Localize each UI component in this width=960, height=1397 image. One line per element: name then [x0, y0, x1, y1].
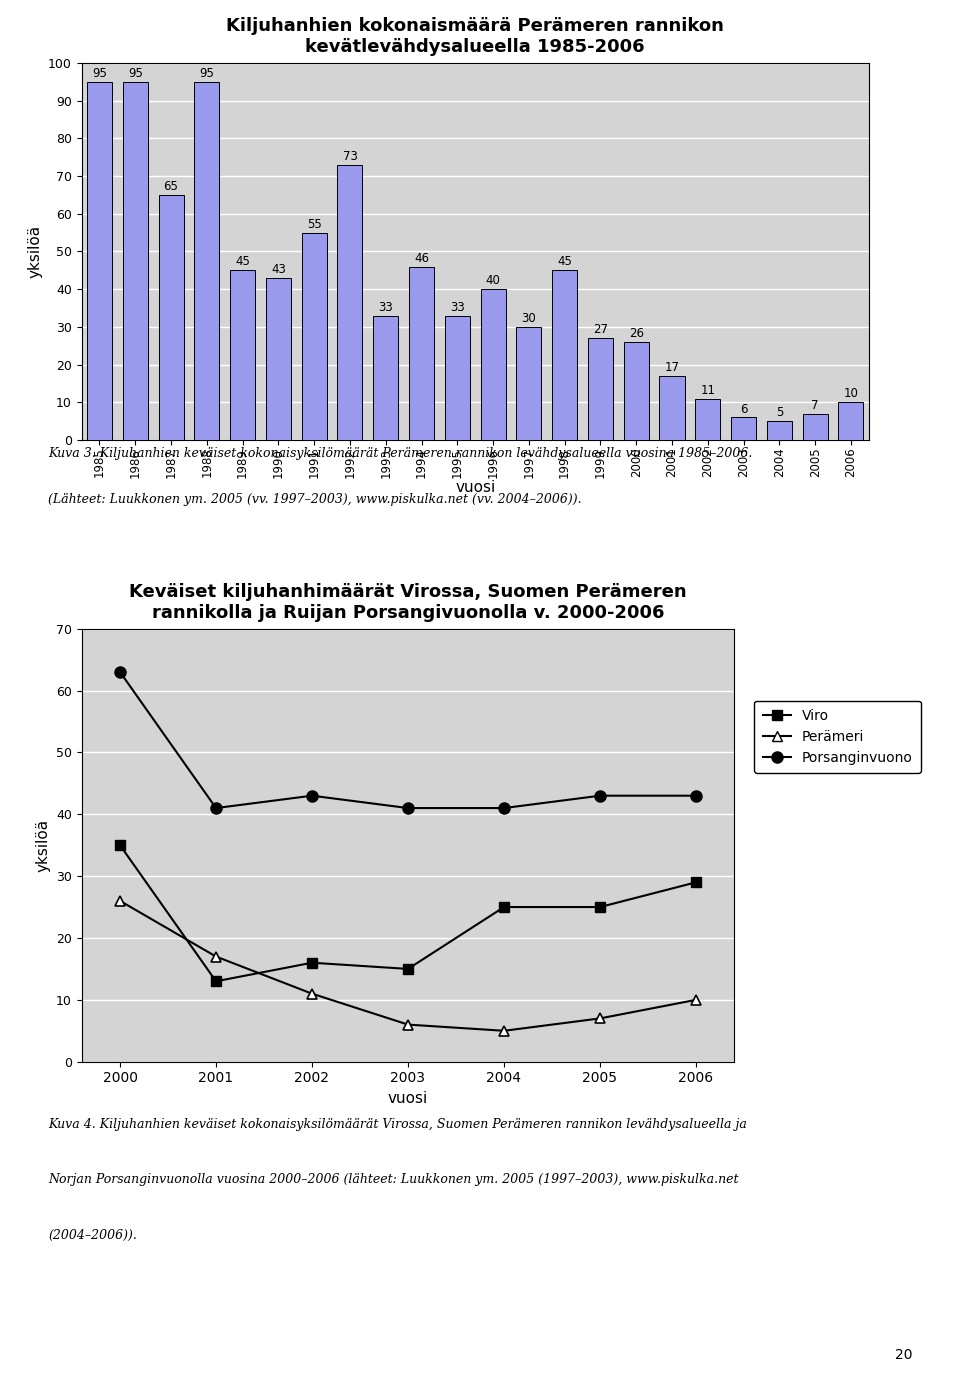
- Viro: [594, 898, 606, 915]
- Bar: [732, 418, 756, 440]
- Text: 55: 55: [307, 218, 322, 231]
- Bar: [695, 398, 720, 440]
- Text: 33: 33: [378, 300, 394, 314]
- Bar: [803, 414, 828, 440]
- Text: 11: 11: [700, 384, 715, 397]
- Title: Keväiset kiljuhanhimäärät Virossa, Suomen Perämeren
rannikolla ja Ruijan Porsang: Keväiset kiljuhanhimäärät Virossa, Suome…: [130, 583, 686, 622]
- Text: 27: 27: [593, 323, 608, 337]
- Bar: [194, 82, 219, 440]
- Text: 45: 45: [557, 256, 572, 268]
- Viro: [690, 875, 702, 891]
- Bar: [301, 233, 326, 440]
- Y-axis label: yksilöä: yksilöä: [36, 819, 50, 872]
- Legend: Viro, Perämeri, Porsanginvuono: Viro, Perämeri, Porsanginvuono: [755, 700, 921, 773]
- Porsanginvuono: [306, 788, 318, 805]
- Y-axis label: yksilöä: yksilöä: [28, 225, 42, 278]
- Text: (Lähteet: Luukkonen ym. 2005 (vv. 1997–2003), www.piskulka.net (vv. 2004–2006)).: (Lähteet: Luukkonen ym. 2005 (vv. 1997–2…: [48, 493, 582, 506]
- Bar: [373, 316, 398, 440]
- Porsanginvuono: [114, 664, 126, 680]
- Bar: [838, 402, 863, 440]
- Text: 95: 95: [128, 67, 143, 80]
- Bar: [588, 338, 613, 440]
- Bar: [123, 82, 148, 440]
- Text: (2004–2006)).: (2004–2006)).: [48, 1229, 137, 1242]
- Porsanginvuono: [210, 799, 222, 816]
- Perämeri: [306, 985, 318, 1002]
- Perämeri: [594, 1010, 606, 1027]
- Bar: [516, 327, 541, 440]
- Text: Kuva 3. Kiljuhanhien keväiset kokonaisyksilömäärät Perämeren rannikon levähdysal: Kuva 3. Kiljuhanhien keväiset kokonaisyk…: [48, 447, 753, 460]
- Porsanginvuono: [402, 799, 414, 816]
- Text: 6: 6: [740, 402, 747, 415]
- Text: 95: 95: [92, 67, 107, 80]
- Text: 26: 26: [629, 327, 644, 339]
- Bar: [660, 376, 684, 440]
- Viro: [306, 954, 318, 971]
- Text: Kuva 4. Kiljuhanhien keväiset kokonaisyksilömäärät Virossa, Suomen Perämeren ran: Kuva 4. Kiljuhanhien keväiset kokonaisyk…: [48, 1118, 747, 1130]
- Text: 43: 43: [271, 263, 286, 277]
- Viro: [210, 972, 222, 989]
- Line: Porsanginvuono: Porsanginvuono: [114, 666, 702, 813]
- Text: 73: 73: [343, 149, 357, 163]
- Bar: [444, 316, 469, 440]
- Porsanginvuono: [594, 788, 606, 805]
- Viro: [114, 837, 126, 854]
- Text: 10: 10: [844, 387, 858, 401]
- Line: Viro: Viro: [115, 841, 701, 986]
- Bar: [481, 289, 506, 440]
- Text: 33: 33: [450, 300, 465, 314]
- X-axis label: vuosi: vuosi: [455, 481, 495, 496]
- Bar: [230, 271, 255, 440]
- Text: 95: 95: [200, 67, 214, 80]
- Bar: [552, 271, 577, 440]
- Viro: [498, 898, 510, 915]
- Bar: [158, 194, 183, 440]
- Bar: [338, 165, 363, 440]
- X-axis label: vuosi: vuosi: [388, 1091, 428, 1106]
- Perämeri: [402, 1016, 414, 1032]
- Viro: [402, 961, 414, 978]
- Text: 5: 5: [776, 407, 783, 419]
- Text: 40: 40: [486, 274, 500, 288]
- Text: 65: 65: [163, 180, 179, 193]
- Perämeri: [114, 893, 126, 909]
- Bar: [624, 342, 649, 440]
- Bar: [87, 82, 112, 440]
- Text: Norjan Porsanginvuonolla vuosina 2000–2006 (lähteet: Luukkonen ym. 2005 (1997–20: Norjan Porsanginvuonolla vuosina 2000–20…: [48, 1173, 738, 1186]
- Title: Kiljuhanhien kokonaismäärä Perämeren rannikon
kevätlevähdysalueella 1985-2006: Kiljuhanhien kokonaismäärä Perämeren ran…: [227, 17, 724, 56]
- Text: 7: 7: [811, 398, 819, 412]
- Perämeri: [690, 992, 702, 1009]
- Text: 17: 17: [664, 360, 680, 374]
- Perämeri: [498, 1023, 510, 1039]
- Bar: [266, 278, 291, 440]
- Bar: [409, 267, 434, 440]
- Porsanginvuono: [498, 799, 510, 816]
- Text: 46: 46: [414, 251, 429, 264]
- Text: 45: 45: [235, 256, 250, 268]
- Porsanginvuono: [690, 788, 702, 805]
- Bar: [767, 422, 792, 440]
- Text: 30: 30: [521, 312, 537, 326]
- Text: 20: 20: [895, 1348, 912, 1362]
- Perämeri: [210, 949, 222, 965]
- Line: Perämeri: Perämeri: [115, 895, 701, 1035]
